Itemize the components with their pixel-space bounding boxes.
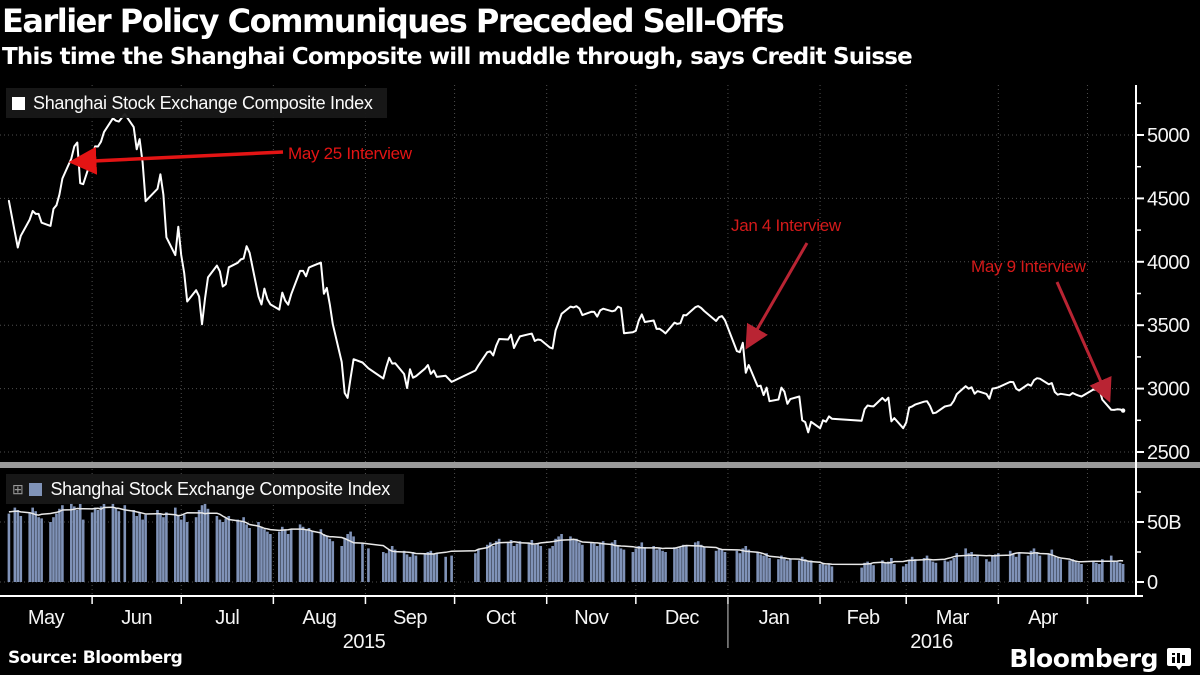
price-line bbox=[7, 113, 1126, 434]
svg-text:2016: 2016 bbox=[910, 631, 953, 650]
svg-text:3500: 3500 bbox=[1147, 315, 1190, 337]
volume-series-marker bbox=[29, 482, 43, 496]
svg-text:May: May bbox=[28, 607, 65, 629]
annotation-arrow bbox=[1055, 281, 1112, 403]
volume-series-label: Shanghai Stock Exchange Composite Index bbox=[50, 478, 390, 499]
bloomberg-wordmark: Bloomberg bbox=[1009, 644, 1158, 673]
svg-text:Feb: Feb bbox=[847, 607, 880, 629]
annotation-arrow bbox=[745, 242, 809, 350]
svg-text:0: 0 bbox=[1147, 572, 1158, 594]
svg-text:Aug: Aug bbox=[302, 607, 336, 629]
volume-axis-labels: 0 50B bbox=[1135, 491, 1182, 594]
svg-text:Nov: Nov bbox=[574, 607, 609, 629]
price-series-marker bbox=[12, 96, 25, 110]
svg-text:50B: 50B bbox=[1147, 512, 1181, 534]
x-axis-labels: May Jun Jul Aug Sep Oct Nov Dec Jan Feb Mar Apr 2015… bbox=[28, 596, 1089, 650]
svg-text:5000: 5000 bbox=[1147, 125, 1190, 147]
svg-text:Dec: Dec bbox=[665, 607, 700, 629]
axes bbox=[0, 85, 1143, 597]
svg-text:3000: 3000 bbox=[1147, 379, 1190, 401]
page-subtitle: This time the Shanghai Composite will mu… bbox=[2, 44, 913, 70]
bloomberg-logo: Bloomberg bbox=[1009, 644, 1192, 673]
gridlines bbox=[0, 85, 1135, 596]
svg-text:Apr: Apr bbox=[1028, 607, 1058, 629]
panel-separator bbox=[0, 462, 1200, 468]
annotation-may-25: May 25 Interview bbox=[288, 144, 412, 163]
svg-text:4500: 4500 bbox=[1147, 188, 1190, 210]
svg-text:2015: 2015 bbox=[343, 631, 386, 650]
price-series-label: Shanghai Stock Exchange Composite Index bbox=[33, 92, 373, 113]
price-legend: Shanghai Stock Exchange Composite Index bbox=[6, 88, 387, 118]
chart-canvas: 2500 3000 3500 4000 4500 5000 0 50B May Jun Jul Aug… bbox=[0, 85, 1200, 650]
bloomberg-chart-bubble-icon bbox=[1167, 647, 1191, 670]
svg-text:Mar: Mar bbox=[936, 607, 970, 629]
svg-text:Jun: Jun bbox=[121, 607, 152, 629]
volume-bars bbox=[7, 502, 1125, 582]
svg-text:4000: 4000 bbox=[1147, 252, 1190, 274]
annotation-jan-4: Jan 4 Interview bbox=[731, 216, 841, 235]
last-price-dot bbox=[1120, 408, 1126, 413]
page-title: Earlier Policy Communiques Preceded Sell… bbox=[2, 2, 785, 40]
svg-text:Jan: Jan bbox=[759, 607, 790, 629]
annotation-arrow bbox=[68, 146, 284, 175]
price-axis-labels: 2500 3000 3500 4000 4500 5000 bbox=[1135, 102, 1190, 464]
svg-text:Jul: Jul bbox=[215, 607, 239, 629]
expand-icon[interactable]: ⊞ bbox=[12, 481, 24, 497]
annotation-arrows bbox=[68, 146, 1112, 403]
svg-text:2500: 2500 bbox=[1147, 442, 1190, 464]
annotation-may-9: May 9 Interview bbox=[971, 257, 1086, 276]
svg-text:Oct: Oct bbox=[486, 607, 517, 629]
svg-text:Sep: Sep bbox=[393, 607, 427, 629]
volume-average-line bbox=[8, 506, 1124, 566]
source-credit: Source: Bloomberg bbox=[8, 648, 183, 668]
volume-legend: ⊞ Shanghai Stock Exchange Composite Inde… bbox=[6, 474, 404, 504]
